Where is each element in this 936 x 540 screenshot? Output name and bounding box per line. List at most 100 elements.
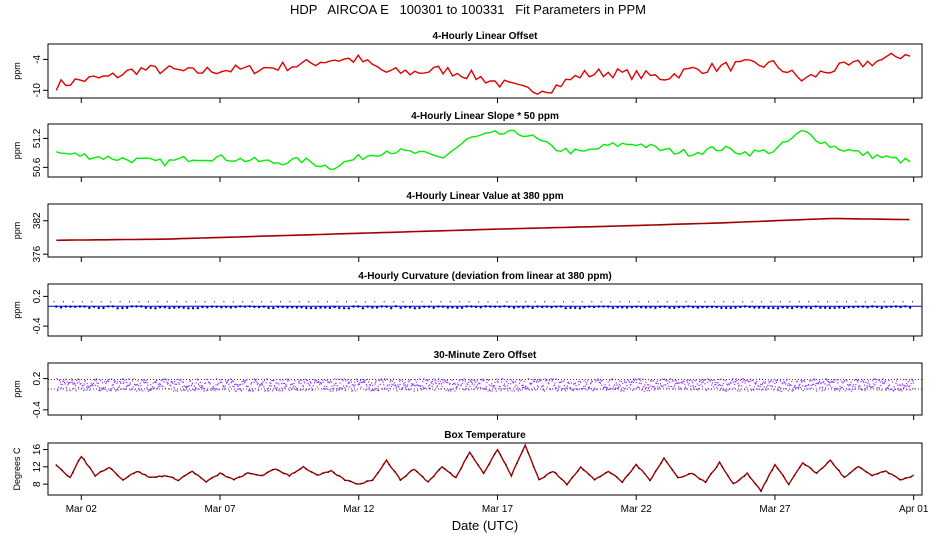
data-point bbox=[529, 382, 531, 384]
data-point bbox=[101, 382, 103, 384]
data-point bbox=[527, 451, 529, 454]
data-point bbox=[321, 472, 324, 475]
data-point bbox=[782, 475, 785, 477]
data-point bbox=[486, 381, 488, 384]
data-point bbox=[377, 385, 379, 387]
data-point bbox=[589, 388, 591, 390]
data-point bbox=[323, 388, 325, 390]
data-point bbox=[451, 306, 454, 309]
data-point bbox=[824, 383, 826, 385]
data-point bbox=[601, 384, 603, 386]
data-point bbox=[257, 305, 261, 309]
data-point bbox=[385, 388, 387, 390]
data-point bbox=[890, 388, 892, 390]
data-point bbox=[288, 389, 290, 392]
data-point bbox=[90, 382, 92, 384]
data-point bbox=[112, 384, 114, 386]
data-point bbox=[146, 387, 148, 389]
data-point bbox=[361, 307, 365, 310]
data-point bbox=[574, 306, 577, 310]
data-point bbox=[259, 384, 261, 386]
data-point bbox=[475, 386, 477, 388]
data-point bbox=[152, 382, 154, 384]
data-point bbox=[882, 382, 884, 384]
data-point bbox=[613, 388, 615, 390]
data-point bbox=[355, 483, 357, 485]
data-point bbox=[435, 383, 437, 385]
panel-2: 4-Hourly Linear Slope * 50 ppm51.250.6pp… bbox=[12, 111, 923, 182]
outlier-point bbox=[336, 301, 338, 303]
data-point bbox=[393, 382, 395, 384]
data-point bbox=[507, 305, 511, 309]
data-point bbox=[286, 378, 288, 380]
data-point bbox=[773, 378, 775, 380]
data-point bbox=[884, 380, 887, 382]
data-point bbox=[862, 379, 864, 381]
data-point bbox=[437, 380, 439, 382]
data-point bbox=[641, 389, 643, 391]
x-tick-label: Mar 12 bbox=[343, 504, 375, 515]
data-point bbox=[435, 382, 437, 384]
data-point bbox=[405, 389, 408, 391]
outlier-point bbox=[91, 301, 93, 303]
data-point bbox=[777, 389, 779, 391]
data-point bbox=[842, 306, 846, 310]
data-point bbox=[559, 305, 563, 308]
data-point bbox=[911, 378, 913, 380]
data-point bbox=[234, 390, 236, 392]
data-point bbox=[575, 385, 577, 387]
data-point bbox=[545, 305, 549, 308]
data-point bbox=[460, 467, 463, 469]
data-point bbox=[89, 389, 91, 391]
data-point bbox=[360, 482, 363, 485]
data-point bbox=[201, 305, 204, 309]
data-point bbox=[304, 382, 306, 384]
outlier-point bbox=[487, 301, 489, 303]
data-point bbox=[298, 382, 300, 384]
data-point bbox=[552, 388, 554, 390]
data-point bbox=[550, 306, 553, 309]
data-point bbox=[379, 380, 381, 382]
data-point bbox=[202, 388, 204, 390]
data-point bbox=[521, 386, 524, 388]
data-point bbox=[851, 388, 853, 390]
data-point bbox=[519, 382, 521, 384]
data-point bbox=[58, 386, 60, 388]
data-point bbox=[759, 378, 761, 380]
data-point bbox=[829, 385, 831, 387]
outlier-point bbox=[185, 301, 187, 303]
data-point bbox=[273, 379, 275, 381]
data-point bbox=[682, 475, 685, 478]
data-point bbox=[590, 383, 592, 385]
data-point bbox=[156, 388, 158, 390]
data-point bbox=[128, 378, 130, 380]
data-point bbox=[510, 475, 513, 477]
data-point bbox=[331, 388, 334, 390]
data-point bbox=[767, 379, 769, 381]
outlier-point bbox=[129, 301, 130, 303]
data-point bbox=[729, 381, 732, 384]
data-point bbox=[887, 387, 889, 389]
data-point bbox=[308, 389, 310, 391]
data-point bbox=[203, 390, 205, 392]
data-point bbox=[150, 389, 152, 391]
data-point bbox=[432, 380, 434, 382]
data-point bbox=[447, 390, 450, 392]
data-point bbox=[694, 385, 697, 388]
data-point bbox=[186, 386, 188, 388]
data-point bbox=[536, 380, 538, 382]
data-point bbox=[327, 471, 330, 473]
data-point bbox=[315, 379, 317, 381]
outlier-point bbox=[534, 301, 536, 303]
data-point bbox=[66, 474, 69, 477]
outlier-point bbox=[789, 301, 791, 303]
data-point bbox=[194, 390, 196, 392]
data-point bbox=[764, 382, 766, 384]
data-point bbox=[169, 385, 172, 387]
data-point bbox=[648, 387, 650, 389]
data-point bbox=[763, 386, 765, 388]
data-point bbox=[631, 380, 633, 382]
data-point bbox=[350, 379, 352, 381]
data-point bbox=[621, 481, 624, 484]
